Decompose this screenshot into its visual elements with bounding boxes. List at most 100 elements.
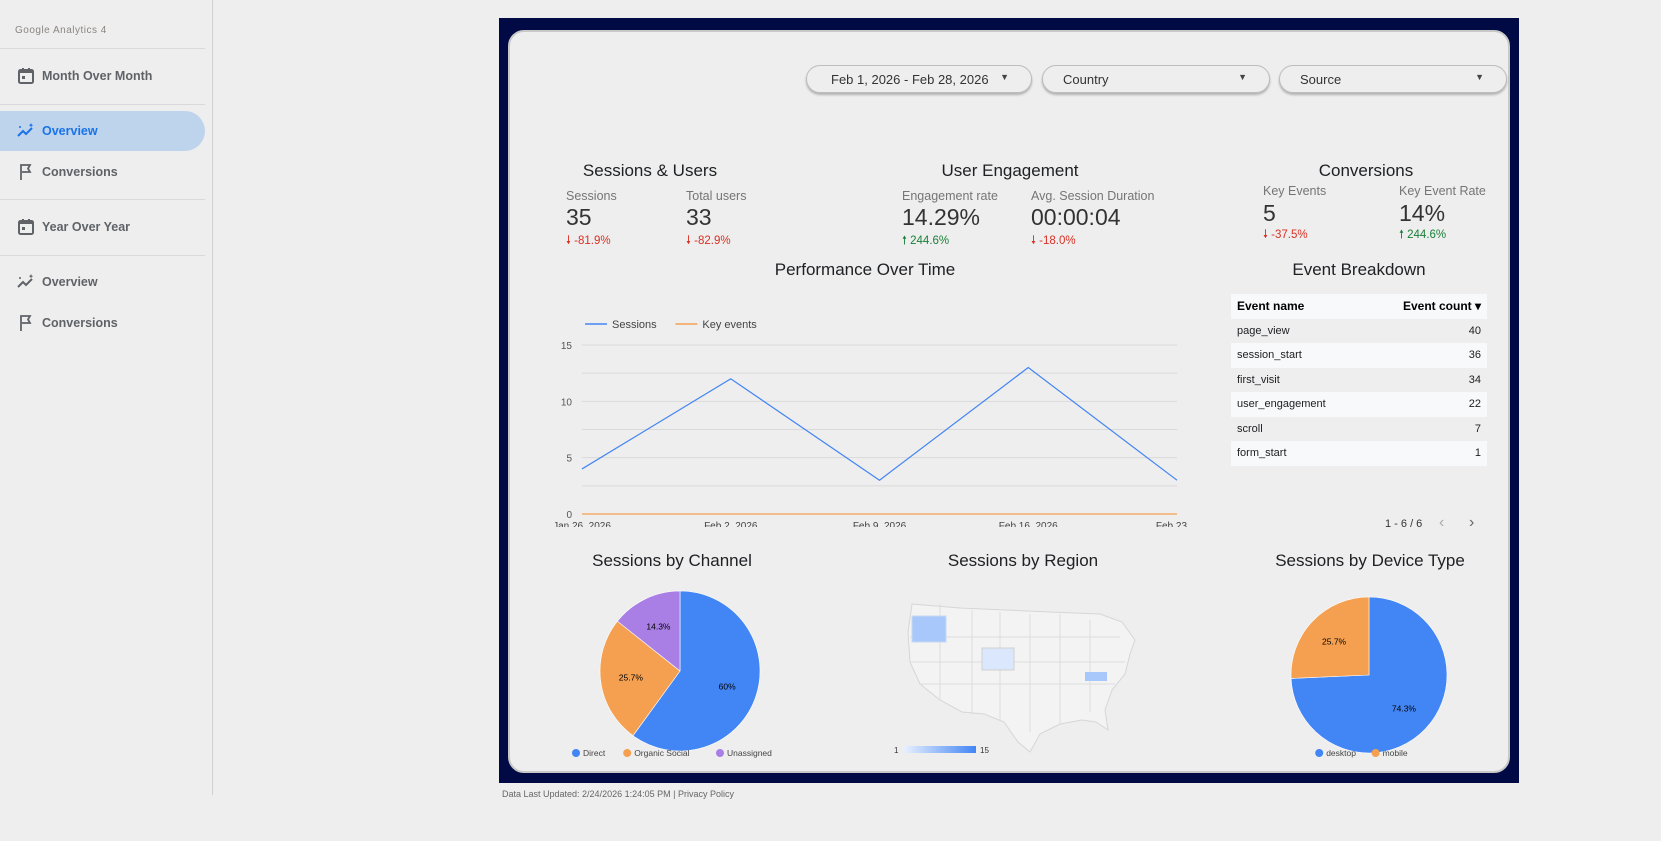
- sidebar-item-conversions-yoy[interactable]: Conversions: [0, 303, 205, 343]
- event-count: 34: [1468, 373, 1481, 386]
- y-tick-label: 15: [561, 341, 573, 352]
- legend-label: Sessions: [612, 319, 657, 331]
- key-events-value: 5: [1263, 200, 1276, 226]
- x-tick-label: Jan 26, 2026: [553, 521, 611, 527]
- insights-icon: [17, 123, 34, 137]
- caret-down-icon: ▼: [1000, 72, 1009, 82]
- key-events-delta: 🠗 -37.5%: [1263, 229, 1308, 241]
- sessions-users-title: Sessions & Users: [582, 161, 718, 180]
- brand-label: Google Analytics 4: [15, 25, 107, 36]
- channel-pie-chart: 60% 25.7% 14.3% Direct Organic Social Unassig…: [572, 590, 772, 758]
- flag-icon: [20, 164, 32, 180]
- sidebar-item-label: Overview: [42, 275, 98, 289]
- legend-dot: [716, 749, 724, 757]
- session-duration-label: Avg. Session Duration: [1031, 189, 1155, 203]
- users-value: 33: [686, 204, 712, 230]
- region-colorado: [981, 647, 1015, 671]
- event-name: first_visit: [1237, 373, 1280, 386]
- event-name: page_view: [1237, 324, 1290, 337]
- report-frame: Feb 1, 2026 - Feb 28, 2026 ▼ Country ▼ Sou…: [499, 18, 1519, 783]
- report-card: Feb 1, 2026 - Feb 28, 2026 ▼ Country ▼ Sou…: [508, 30, 1510, 773]
- users-label: Total users: [686, 189, 747, 203]
- performance-line-chart: 0 5 10 15 Jan 26, 2026 Feb 2, 2026 Feb 9, 2026…: [553, 319, 1198, 527]
- country-filter[interactable]: Country ▼: [1042, 65, 1270, 93]
- sidebar-item-conversions[interactable]: Conversions: [0, 152, 205, 192]
- source-filter-label: Source: [1300, 71, 1342, 87]
- table-row[interactable]: form_start 1: [1231, 441, 1487, 466]
- event-name: session_start: [1237, 349, 1302, 362]
- sidebar-item-label: Conversions: [42, 165, 118, 179]
- sidebar-item-label: Overview: [42, 124, 98, 138]
- divider: [0, 104, 205, 105]
- region-oregon: [911, 615, 947, 643]
- event-name: scroll: [1237, 422, 1263, 435]
- legend-dot: [1315, 749, 1324, 757]
- session-duration-delta: 🠗 -18.0%: [1031, 235, 1076, 247]
- scale-min: 1: [894, 746, 899, 755]
- table-row[interactable]: first_visit 34: [1231, 368, 1487, 393]
- slice-label: 74.3%: [1392, 703, 1417, 713]
- legend-label: mobile: [1383, 748, 1408, 758]
- event-count: 1: [1474, 447, 1481, 460]
- sidebar-item-label: Conversions: [42, 316, 118, 330]
- table-row[interactable]: session_start 36: [1231, 343, 1487, 368]
- x-tick-label: Feb 16, 2026: [999, 521, 1058, 527]
- legend-label: Organic Social: [634, 748, 689, 758]
- insights-icon: [17, 274, 34, 288]
- event-breakdown-title: Event Breakdown: [1292, 260, 1426, 279]
- event-name: user_engagement: [1237, 398, 1326, 411]
- table-header: Event name Event count ▾: [1231, 294, 1487, 319]
- sidebar-item-overview[interactable]: Overview: [0, 111, 205, 151]
- sidebar-item-month-over-month[interactable]: Month Over Month: [0, 56, 205, 96]
- legend-dot: [1371, 749, 1380, 757]
- device-title: Sessions by Device Type: [1275, 551, 1465, 570]
- col-event-count[interactable]: Event count ▾: [1402, 299, 1481, 314]
- event-name: form_start: [1237, 447, 1287, 460]
- sidebar-item-overview-yoy[interactable]: Overview: [0, 262, 205, 302]
- region-map: [907, 603, 1136, 753]
- source-filter[interactable]: Source ▼: [1279, 65, 1507, 93]
- session-duration-value: 00:00:04: [1031, 204, 1121, 230]
- caret-down-icon: ▼: [1475, 72, 1484, 82]
- sessions-delta: 🠗 -81.9%: [566, 235, 611, 247]
- prev-page-icon[interactable]: ‹: [1439, 514, 1445, 531]
- y-tick-label: 0: [566, 510, 572, 521]
- pie-slice-mobile: [1290, 596, 1370, 679]
- legend-label: Key events: [702, 319, 757, 331]
- table-row[interactable]: user_engagement 22: [1231, 392, 1487, 417]
- col-event-name[interactable]: Event name: [1237, 299, 1305, 314]
- y-tick-label: 5: [566, 454, 572, 465]
- date-range-picker[interactable]: Feb 1, 2026 - Feb 28, 2026 ▼: [806, 65, 1032, 93]
- slice-label: 14.3%: [646, 621, 671, 631]
- sidebar: Google Analytics 4 Month Over Month Over…: [0, 0, 213, 795]
- key-event-rate-value: 14%: [1399, 200, 1446, 226]
- slice-label: 25.7%: [1322, 637, 1347, 647]
- pie-slice-direct: [632, 590, 761, 752]
- device-pie-chart: 74.3% 25.7% desktop mobile: [1290, 596, 1448, 758]
- flag-icon: [20, 315, 32, 331]
- key-events-label: Key Events: [1263, 184, 1327, 198]
- next-page-icon[interactable]: ›: [1469, 514, 1475, 531]
- x-tick-label: Feb 23,...: [1156, 521, 1198, 527]
- sidebar-item-year-over-year[interactable]: Year Over Year: [0, 207, 205, 247]
- sessions-value: 35: [566, 204, 592, 230]
- legend-dot: [572, 749, 580, 757]
- performance-title: Performance Over Time: [774, 260, 956, 279]
- pie-slice-organic-social: [599, 620, 681, 737]
- table-row[interactable]: scroll 7: [1231, 417, 1487, 442]
- pagination-label: 1 - 6 / 6: [1385, 518, 1423, 530]
- sidebar-item-label: Year Over Year: [42, 220, 131, 234]
- engagement-title: User Engagement: [941, 161, 1079, 180]
- divider: [0, 199, 205, 200]
- event-count: 22: [1468, 398, 1481, 411]
- date-range-value: Feb 1, 2026 - Feb 28, 2026: [831, 71, 989, 87]
- sessions-label: Sessions: [566, 189, 617, 203]
- calendar-icon: [18, 219, 34, 235]
- region-title: Sessions by Region: [947, 551, 1099, 570]
- table-row[interactable]: page_view 40: [1231, 319, 1487, 344]
- legend-label: Direct: [583, 748, 606, 758]
- scale-max: 15: [980, 746, 989, 755]
- key-event-rate-label: Key Event Rate: [1399, 184, 1486, 198]
- key-event-rate-delta: 🠕 244.6%: [1399, 229, 1447, 241]
- pie-slice-unassigned: [616, 590, 681, 672]
